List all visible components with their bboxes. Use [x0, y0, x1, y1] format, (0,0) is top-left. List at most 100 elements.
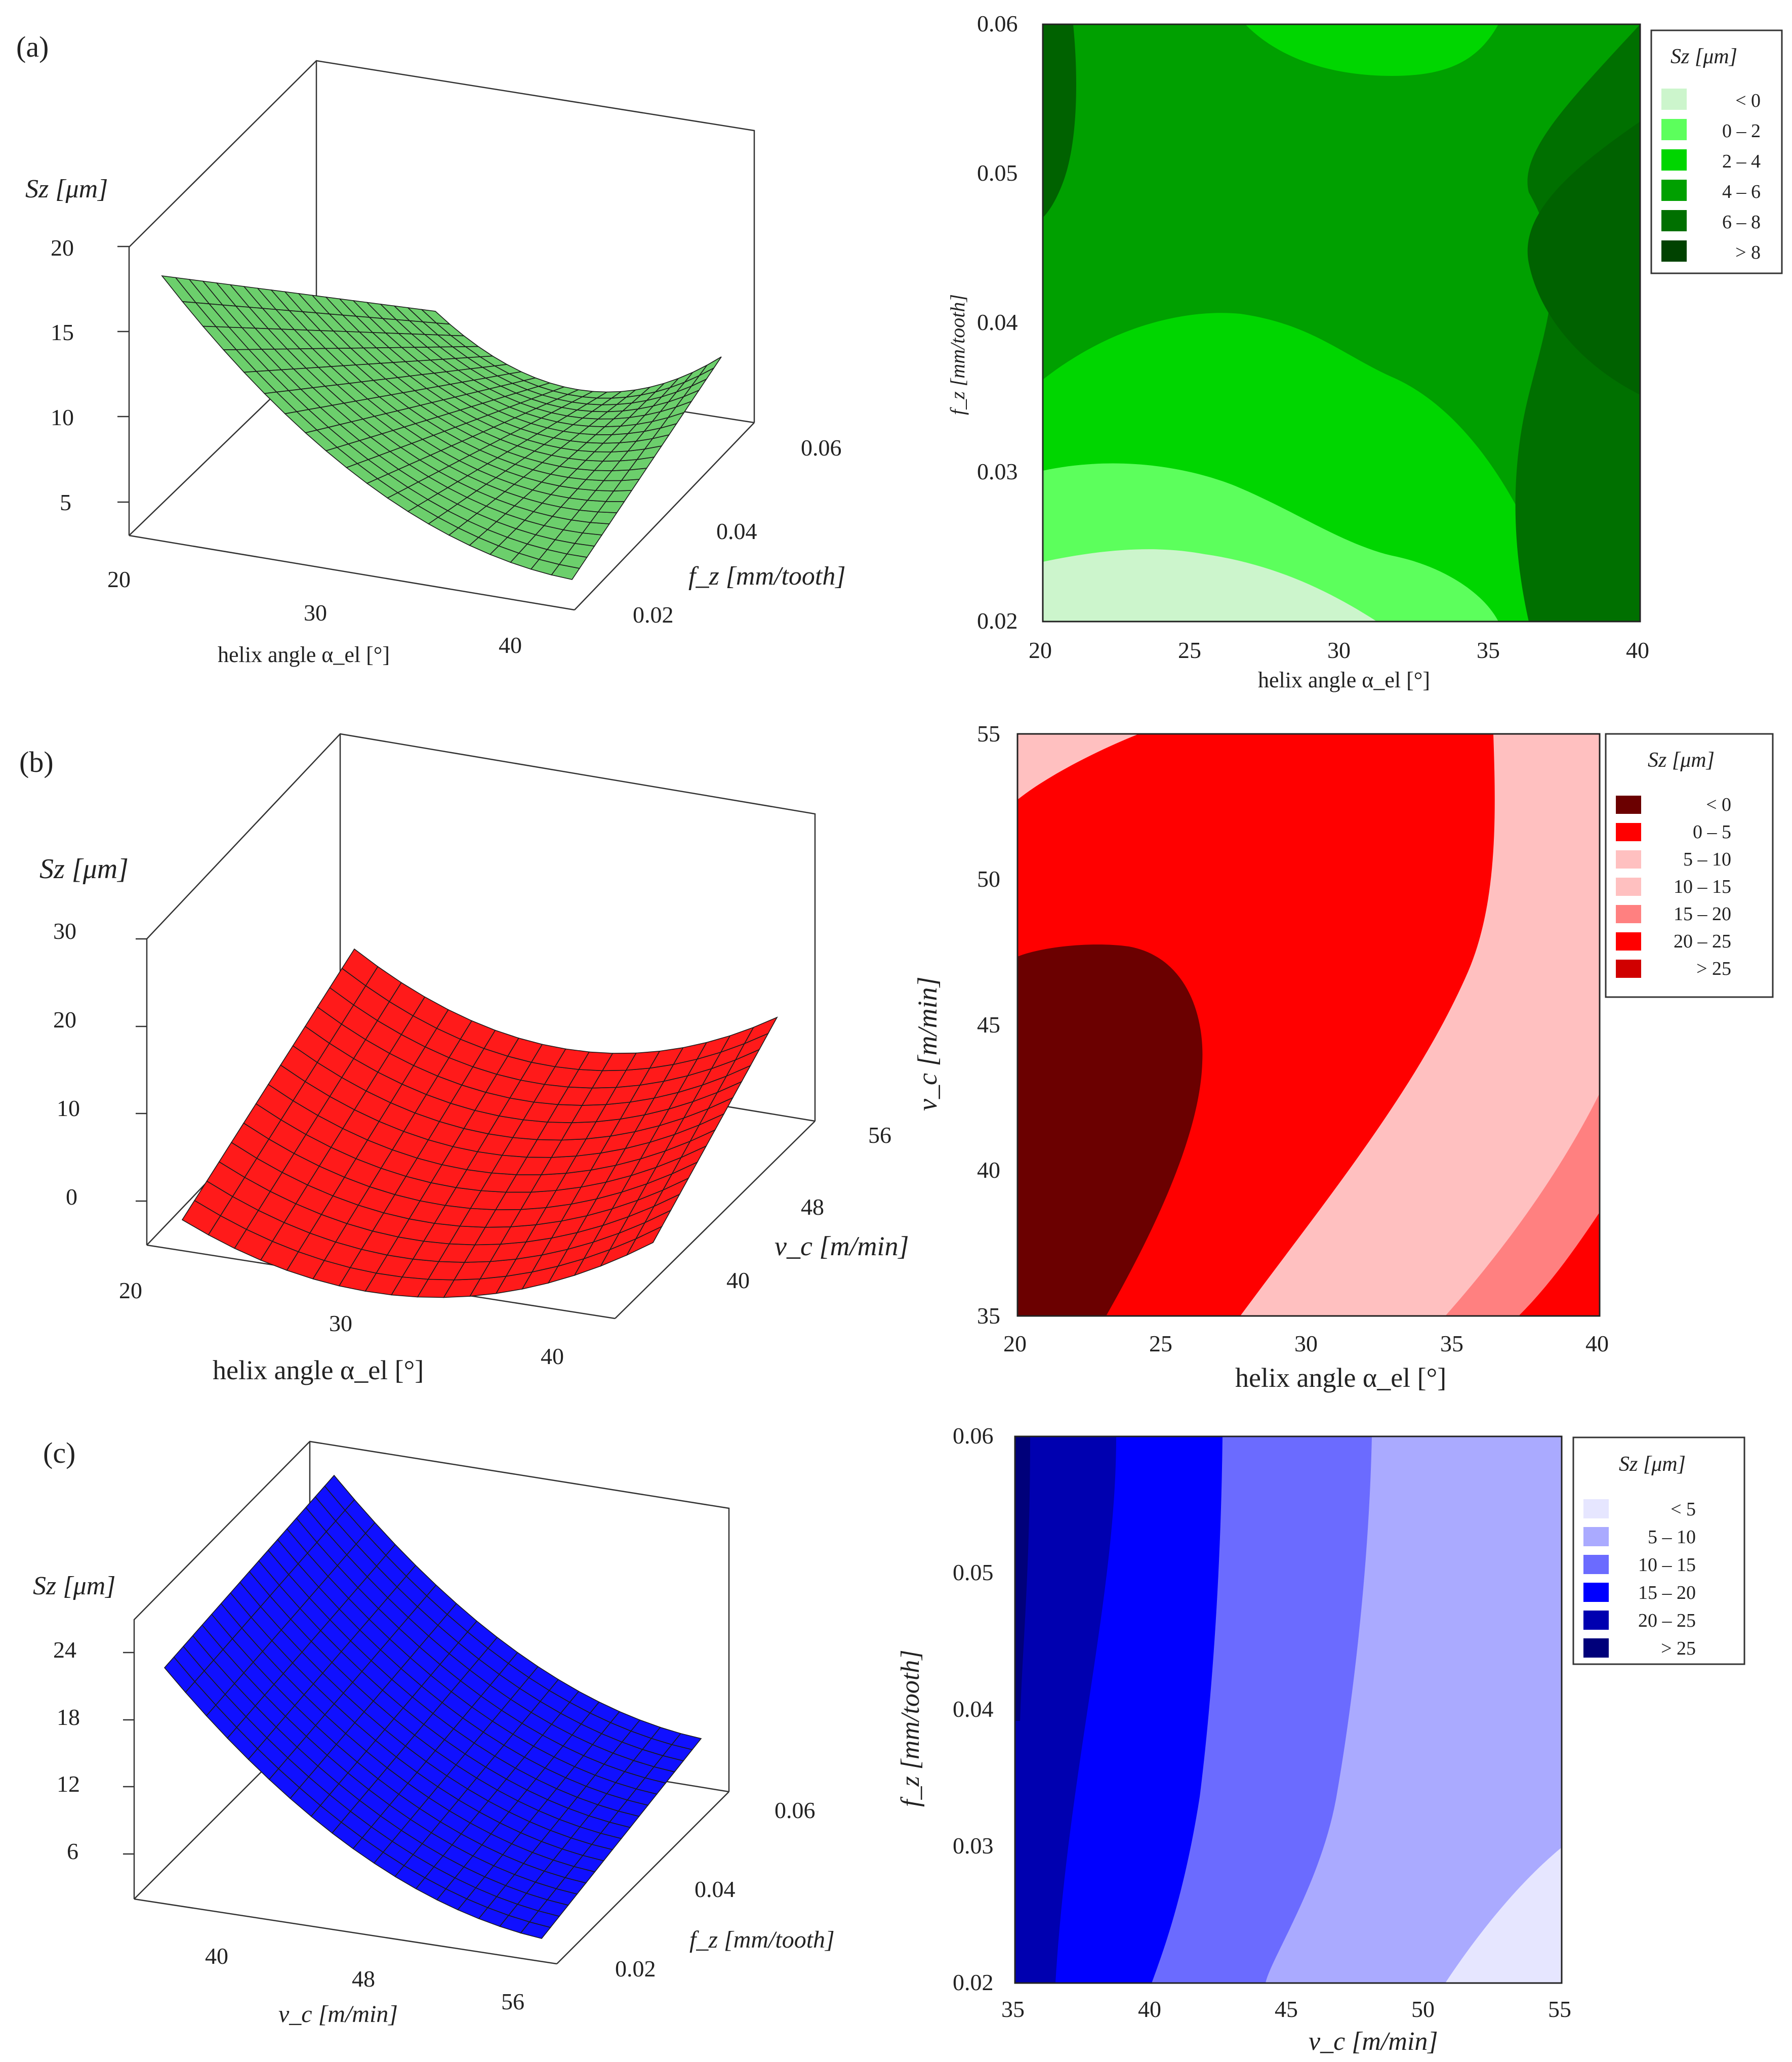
contour-b-band-15-20 — [1445, 1093, 1600, 1316]
legend-entry-label: 2 – 4 — [1722, 151, 1761, 172]
contour-c-xtick-35: 35 — [1001, 1996, 1025, 2022]
legend-swatch — [1583, 1638, 1609, 1658]
contour-c-ytick-002: 0.02 — [953, 1969, 994, 1995]
panel-a: (a) 20 15 10 5 Sz [μm] 20 30 40 — [16, 11, 1783, 692]
legend-entry-label: 0 – 2 — [1722, 120, 1761, 142]
legend-entry-label: 15 – 20 — [1674, 903, 1731, 925]
surf-b-ylabel: v_c [m/min] — [775, 1231, 909, 1261]
surf-b-ztick-10: 10 — [57, 1095, 80, 1121]
surface3d-b-zaxis: 30 20 10 0 Sz [μm] — [39, 853, 147, 1210]
legend-entry-label: 5 – 10 — [1683, 849, 1731, 870]
legend-swatch — [1661, 210, 1687, 231]
surf-a-xtick-40: 40 — [499, 632, 522, 658]
contour-a-band-6-8-left — [1043, 24, 1076, 218]
surf-a-xtick-30: 30 — [304, 600, 327, 626]
panel-c-label: (c) — [43, 1436, 75, 1469]
surf-c-xlabel: v_c [m/min] — [278, 2001, 398, 2028]
legend-swatch — [1661, 240, 1687, 262]
surface-patch — [699, 356, 722, 376]
legend-swatch — [1583, 1499, 1609, 1518]
contour-b: 55 50 45 40 35 v_c [m/min] 20 25 30 35 4… — [912, 721, 1774, 1393]
surface-patch — [743, 1016, 778, 1045]
contour-c-band-20-25 — [1015, 1436, 1116, 1983]
contour-a-ytick-006: 0.06 — [977, 11, 1018, 36]
contour-b-legend: Sz [μm] < 0 0 – 5 5 – 10 10 – 15 15 – 20 20 –… — [1605, 733, 1774, 998]
contour-b-xtick-25: 25 — [1149, 1331, 1172, 1356]
contour-a: 0.06 0.05 0.04 0.03 0.02 f_z [mm/tooth] … — [946, 11, 1783, 692]
surface3d-a-xaxis: 20 30 40 helix angle α_el [°] — [107, 566, 522, 667]
legend-swatch — [1583, 1555, 1609, 1574]
surf-b-xtick-20: 20 — [119, 1277, 142, 1303]
legend-c-title: Sz [μm] — [1619, 1453, 1686, 1476]
legend-entry-label: 0 – 5 — [1693, 821, 1731, 843]
legend-entry-label: < 5 — [1671, 1499, 1696, 1520]
contour-b-band-20-25 — [1519, 1212, 1600, 1316]
panel-b-label: (b) — [19, 746, 54, 778]
legend-swatch — [1616, 905, 1641, 923]
surf-a-zlabel: Sz [μm] — [25, 175, 108, 203]
surface3d-b-mesh — [181, 948, 778, 1298]
legend-entry-label: < 0 — [1735, 90, 1761, 111]
contour-a-xlabel: helix angle α_el [°] — [1258, 668, 1430, 692]
surface3d-b-xaxis: 20 30 40 helix angle α_el [°] — [119, 1277, 564, 1385]
legend-entry-label: 20 – 25 — [1638, 1610, 1696, 1631]
legend-swatch — [1616, 823, 1641, 841]
contour-c-xtick-45: 45 — [1275, 1996, 1298, 2022]
contour-a-ytick-005: 0.05 — [977, 160, 1018, 186]
surf-a-ytick-006: 0.06 — [801, 435, 842, 461]
surf-a-ztick-15: 15 — [51, 319, 74, 345]
contour-c-xtick-40: 40 — [1138, 1996, 1161, 2022]
contour-c-xtick-55: 55 — [1548, 1996, 1571, 2022]
contour-a-xtick-25: 25 — [1178, 637, 1201, 663]
surf-a-ylabel: f_z [mm/tooth] — [688, 562, 846, 591]
contour-c-ylabel: f_z [mm/tooth] — [896, 1649, 925, 1807]
contour-a-band-2-4-top — [1245, 24, 1498, 76]
contour-a-band-6-8-right — [1527, 121, 1640, 395]
legend-b-title: Sz [μm] — [1648, 749, 1715, 772]
surf-c-ztick-6: 6 — [67, 1838, 78, 1864]
legend-swatch — [1583, 1611, 1609, 1630]
surf-b-ztick-0: 0 — [66, 1184, 77, 1210]
legend-swatch — [1616, 960, 1641, 978]
legend-swatch — [1661, 180, 1687, 201]
surf-c-ylabel: f_z [mm/tooth] — [689, 1926, 835, 1953]
surf-b-zlabel: Sz [μm] — [39, 853, 129, 885]
contour-c-ytick-006: 0.06 — [953, 1423, 994, 1449]
surf-a-ztick-10: 10 — [51, 404, 74, 430]
surf-a-ytick-004: 0.04 — [716, 518, 757, 544]
surface3d-a-yaxis: 0.02 0.04 0.06 f_z [mm/tooth] — [633, 435, 846, 628]
legend-entry-label: 10 – 15 — [1638, 1554, 1696, 1576]
legend-entry-label: 15 – 20 — [1638, 1582, 1696, 1603]
surf-b-ytick-40: 40 — [726, 1267, 750, 1293]
surface3d-a-mesh — [161, 275, 722, 580]
contour-c-ytick-004: 0.04 — [953, 1696, 994, 1722]
surf-b-xtick-40: 40 — [541, 1343, 564, 1369]
contour-b-ytick-55: 55 — [977, 721, 1000, 747]
legend-swatch — [1583, 1583, 1609, 1602]
contour-a-ytick-003: 0.03 — [977, 459, 1018, 484]
surf-c-xtick-40: 40 — [205, 1943, 228, 1969]
contour-a-xtick-20: 20 — [1029, 637, 1052, 663]
surf-c-ztick-24: 24 — [53, 1637, 76, 1663]
contour-a-ytick-002: 0.02 — [977, 608, 1018, 634]
surface3d-a-zaxis: 20 15 10 5 Sz [μm] — [25, 175, 129, 515]
surf-c-xtick-56: 56 — [501, 1989, 524, 2014]
legend-swatch — [1661, 119, 1687, 140]
panel-a-label: (a) — [16, 30, 49, 63]
surf-c-xtick-48: 48 — [352, 1966, 375, 1992]
contour-b-band-10-15 — [1240, 734, 1600, 1316]
contour-b-ytick-40: 40 — [977, 1157, 1000, 1183]
contour-a-ylabel: f_z [mm/tooth] — [946, 294, 969, 415]
contour-a-band-lt0 — [1043, 549, 1377, 622]
legend-swatch — [1661, 149, 1687, 171]
contour-c-band-lt5 — [1445, 1847, 1562, 1983]
contour-a-xtick-35: 35 — [1477, 637, 1500, 663]
surf-b-xtick-30: 30 — [329, 1310, 352, 1336]
surf-a-xtick-20: 20 — [107, 566, 131, 592]
contour-b-band-5-10-corner — [1017, 734, 1139, 800]
legend-entry-label: < 0 — [1706, 794, 1731, 815]
legend-entry-label: 20 – 25 — [1674, 931, 1731, 952]
surf-b-ytick-56: 56 — [868, 1122, 891, 1148]
legend-entry-label: 6 – 8 — [1722, 212, 1761, 233]
